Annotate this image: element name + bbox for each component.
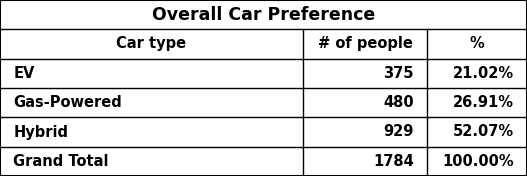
Text: Hybrid: Hybrid — [13, 124, 68, 140]
Text: 52.07%: 52.07% — [453, 124, 514, 140]
Text: Grand Total: Grand Total — [13, 154, 109, 169]
Text: 480: 480 — [383, 95, 414, 110]
Text: 1784: 1784 — [373, 154, 414, 169]
Text: Overall Car Preference: Overall Car Preference — [152, 6, 375, 24]
Text: 375: 375 — [383, 66, 414, 81]
Text: Car type: Car type — [116, 36, 187, 52]
Text: %: % — [470, 36, 484, 52]
Text: 929: 929 — [383, 124, 414, 140]
Text: 21.02%: 21.02% — [453, 66, 514, 81]
Text: 26.91%: 26.91% — [453, 95, 514, 110]
Text: 100.00%: 100.00% — [442, 154, 514, 169]
Text: Gas-Powered: Gas-Powered — [13, 95, 122, 110]
Text: # of people: # of people — [317, 36, 413, 52]
Text: EV: EV — [13, 66, 35, 81]
